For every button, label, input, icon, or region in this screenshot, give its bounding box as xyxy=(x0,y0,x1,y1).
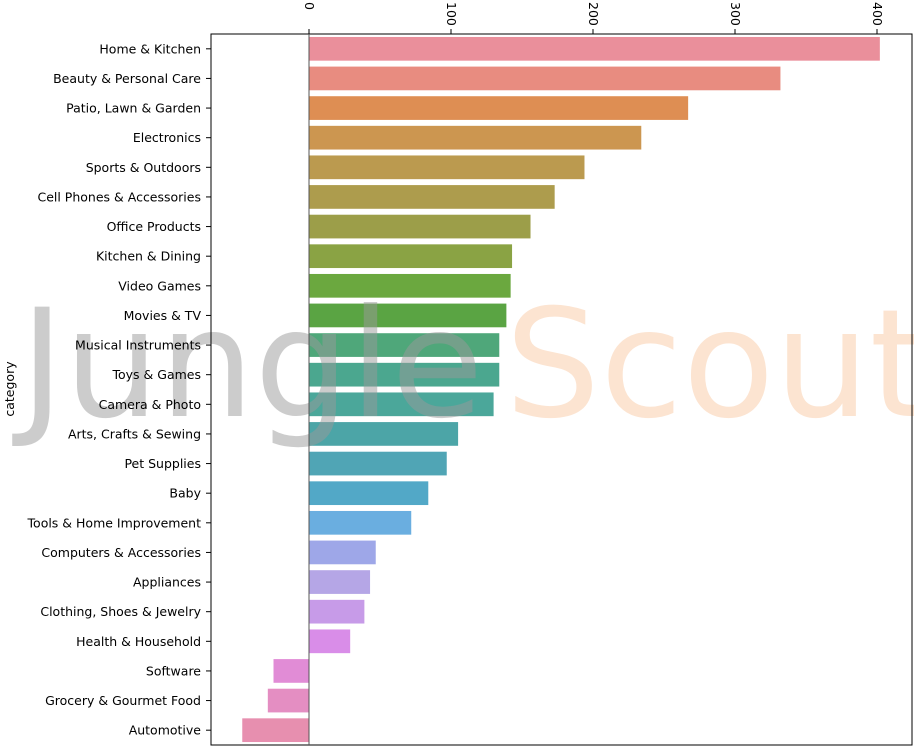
category-label: Musical Instruments xyxy=(75,338,201,353)
watermark-text-scout: Scout xyxy=(505,278,914,452)
bar xyxy=(309,244,513,269)
bar xyxy=(309,303,507,328)
category-label: Clothing, Shoes & Jewelry xyxy=(40,604,201,619)
watermark-text-jungle: Jungle xyxy=(12,278,484,452)
bar xyxy=(309,510,412,535)
bar xyxy=(309,451,447,476)
x-tick-label: 400 xyxy=(870,2,885,26)
x-tick-label: 200 xyxy=(586,2,601,26)
category-label: Home & Kitchen xyxy=(99,41,201,56)
category-label: Office Products xyxy=(107,219,201,234)
bar xyxy=(309,333,500,357)
bar xyxy=(309,125,642,150)
bar xyxy=(309,540,376,565)
category-label: Electronics xyxy=(133,130,201,145)
category-label: Arts, Crafts & Sewing xyxy=(68,426,201,441)
category-label: Automotive xyxy=(129,723,202,738)
x-tick-label: 100 xyxy=(444,2,459,26)
y-axis-title: category xyxy=(2,361,17,417)
category-label: Tools & Home Improvement xyxy=(27,515,202,530)
x-tick-label: 0 xyxy=(302,2,317,10)
bars-layer xyxy=(242,36,880,743)
category-label: Computers & Accessories xyxy=(41,545,201,560)
bar xyxy=(309,214,531,239)
bar xyxy=(309,155,585,180)
bar xyxy=(309,273,511,298)
bar xyxy=(309,422,459,446)
bar xyxy=(242,718,309,743)
category-label: Cell Phones & Accessories xyxy=(37,189,201,204)
bar xyxy=(267,688,309,713)
category-label: Kitchen & Dining xyxy=(96,249,201,264)
category-label: Software xyxy=(146,663,201,678)
category-label: Appliances xyxy=(133,575,201,590)
category-label: Beauty & Personal Care xyxy=(53,71,201,86)
bar xyxy=(309,66,781,91)
x-axis-ticks: 0 100 200 300 400 xyxy=(302,2,885,34)
category-label: Baby xyxy=(169,486,201,501)
category-label: Sports & Outdoors xyxy=(86,160,201,175)
bar xyxy=(309,185,555,209)
bar xyxy=(309,362,500,387)
bar xyxy=(309,629,351,654)
bar xyxy=(309,392,494,417)
category-label: Health & Household xyxy=(76,634,201,649)
category-label: Grocery & Gourmet Food xyxy=(45,693,201,708)
bar xyxy=(273,659,309,683)
axes-layer xyxy=(210,33,913,746)
bar xyxy=(309,599,365,624)
bar xyxy=(309,481,429,506)
watermark: Jungle Scout xyxy=(12,278,914,452)
bar xyxy=(309,570,371,594)
category-label: Camera & Photo xyxy=(99,397,201,412)
category-label: Patio, Lawn & Garden xyxy=(66,101,201,116)
plot-frame xyxy=(210,33,913,746)
category-label: Pet Supplies xyxy=(124,456,201,471)
category-label: Toys & Games xyxy=(112,367,202,382)
category-label: Video Games xyxy=(118,278,201,293)
category-labels: Home & Kitchen Beauty & Personal Care Pati… xyxy=(27,41,211,738)
bar xyxy=(309,96,689,120)
x-tick-label: 300 xyxy=(728,2,743,26)
category-label: Movies & TV xyxy=(124,308,202,323)
bar xyxy=(309,36,880,61)
